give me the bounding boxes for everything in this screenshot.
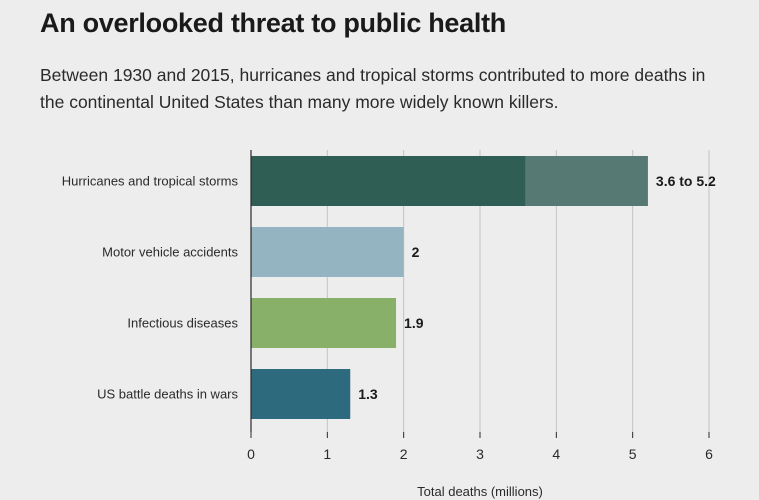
x-tick-label: 2: [400, 446, 408, 462]
x-axis-title: Total deaths (millions): [417, 484, 543, 499]
category-label: Motor vehicle accidents: [102, 245, 238, 260]
x-tick-label: 0: [247, 446, 255, 462]
category-label: US battle deaths in wars: [97, 387, 238, 402]
x-tick-label: 6: [705, 446, 713, 462]
data-label: 3.6 to 5.2: [656, 173, 716, 189]
chart-subtitle: Between 1930 and 2015, hurricanes and tr…: [40, 65, 706, 112]
x-tick-label: 4: [552, 446, 560, 462]
data-label: 1.3: [358, 386, 378, 402]
data-label: 1.9: [404, 315, 424, 331]
bar: [251, 298, 397, 348]
x-tick-label: 3: [476, 446, 484, 462]
bar-range: [525, 156, 648, 206]
chart-title: An overlooked threat to public health: [40, 8, 506, 38]
category-label: Hurricanes and tropical storms: [62, 174, 239, 189]
data-label: 2: [412, 244, 420, 260]
x-tick-label: 5: [629, 446, 637, 462]
x-tick-label: 1: [323, 446, 331, 462]
bar: [251, 227, 404, 277]
bar: [251, 156, 526, 206]
category-label: Infectious diseases: [127, 316, 238, 331]
bar: [251, 369, 351, 419]
